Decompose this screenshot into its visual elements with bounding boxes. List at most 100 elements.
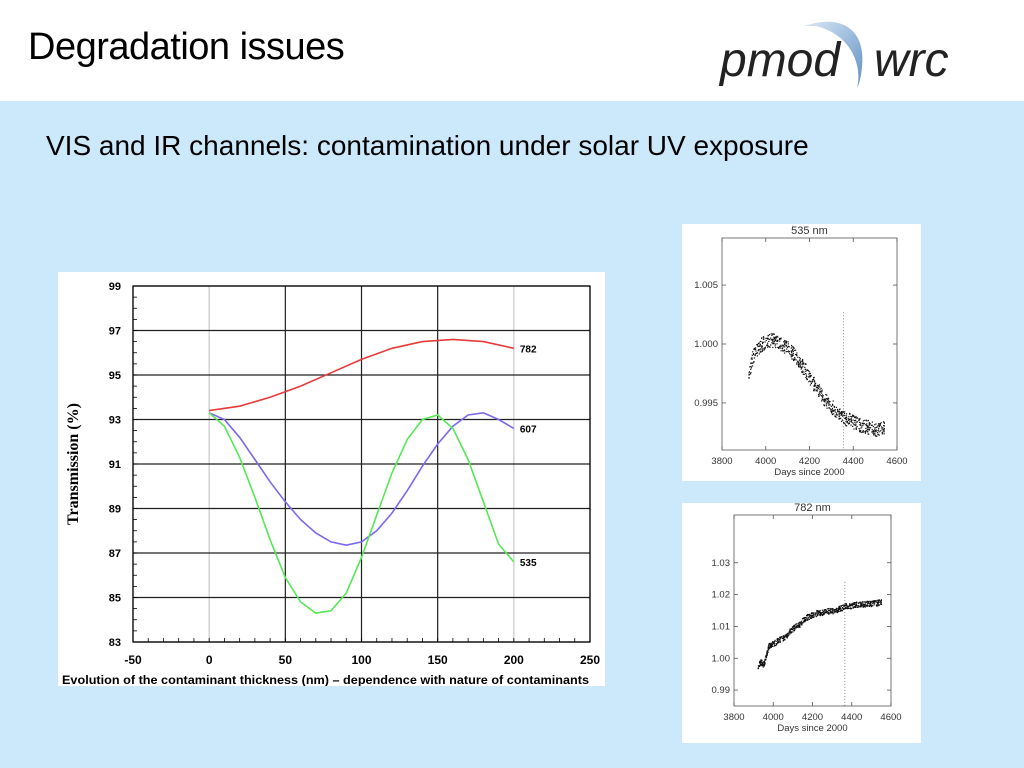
data-point [775,347,777,349]
data-point [877,605,879,607]
data-point [883,421,885,424]
data-point [773,333,775,335]
data-point [821,389,823,391]
data-point [774,639,776,641]
data-point [780,345,782,347]
data-point [873,600,875,602]
data-point [796,352,798,354]
data-point [765,659,767,661]
data-point [846,604,848,606]
data-point [832,609,834,611]
data-point [799,357,801,359]
data-point [799,358,801,360]
data-point [813,380,816,382]
data-point [773,645,775,647]
data-point [858,419,860,421]
data-point [759,665,761,667]
data-point [792,629,794,631]
x-tick-label: 3800 [711,456,732,467]
series-label-535: 535 [520,558,537,569]
data-point [794,358,796,360]
data-point [800,620,803,622]
x-tick-label: 4600 [880,712,901,723]
data-point [800,360,802,362]
data-point [772,333,774,335]
data-point [870,606,872,608]
data-point [804,368,806,371]
data-point [866,428,868,430]
data-point [792,626,794,629]
data-point [765,339,767,341]
data-point [840,605,843,607]
data-point [789,628,791,630]
data-point [839,412,841,414]
data-point [750,373,752,375]
data-point [767,648,769,650]
data-point [783,352,786,354]
data-point [869,604,871,606]
data-point [765,655,767,657]
data-point [795,626,797,628]
data-point [750,368,752,370]
data-point [772,642,774,644]
data-point [833,405,835,408]
data-point [826,610,828,612]
data-point [805,618,807,620]
data-point [771,338,773,340]
data-point [840,609,842,611]
data-point [799,622,801,624]
data-point [830,409,832,411]
data-point [792,354,794,356]
data-point [772,333,774,335]
data-point [854,604,856,606]
x-tick-label: 4000 [763,712,784,723]
data-point [807,613,809,616]
data-point [795,349,797,351]
series-line-535 [208,412,515,614]
data-point [771,642,774,644]
data-point [801,371,803,374]
data-point [838,605,840,608]
data-point [854,420,856,422]
data-point [795,627,797,629]
data-point [819,611,821,613]
data-point [811,380,814,382]
data-point [826,403,828,405]
data-point [804,366,806,368]
data-point [757,350,759,352]
data-point [843,422,845,424]
chart-535nm-panel: 535 nm 3800 4000 4200 4400 4600 0.995 1.000 1.00… [682,224,921,481]
x-tick-label: 150 [428,653,448,667]
data-point [811,615,813,617]
data-point [796,355,798,357]
data-point [866,600,868,602]
data-point [839,418,841,420]
data-point [792,358,794,360]
data-point [865,602,867,604]
data-point [791,350,793,352]
data-point [750,367,753,369]
data-point [829,400,831,403]
data-point [847,422,849,424]
data-point [769,645,772,647]
data-point [859,418,861,420]
data-point [850,424,852,426]
data-point [788,346,790,348]
data-point [826,407,828,409]
data-point [837,608,839,610]
data-point [878,599,880,601]
data-point [864,606,866,608]
data-point [805,373,807,375]
data-point [766,337,768,339]
data-point [787,635,789,637]
data-point [843,422,845,424]
data-point [834,415,836,417]
data-point [786,634,788,636]
data-point [782,635,784,637]
x-tick-label: 200 [504,653,524,667]
data-point [856,602,858,604]
data-point [849,413,851,415]
data-point [792,631,794,633]
data-point [874,429,876,431]
y-tick-label: 1.005 [694,280,718,291]
